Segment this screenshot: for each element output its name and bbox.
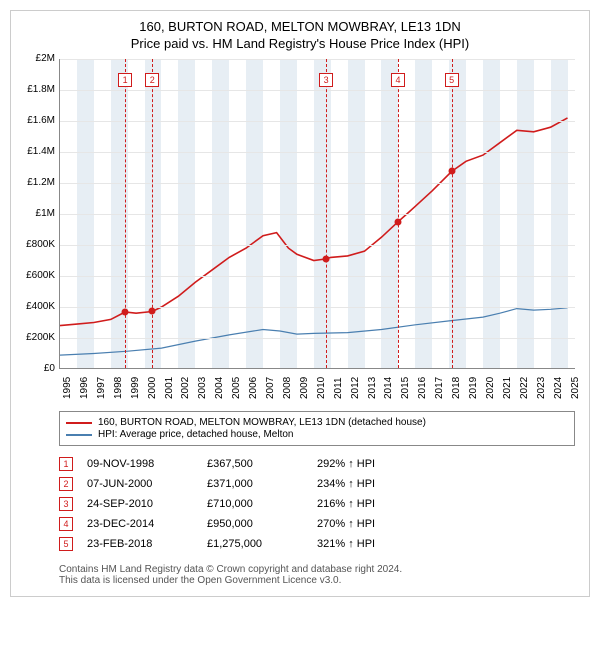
sales-table: 1 09-NOV-1998£367,500292% ↑ HPI 2 07-JUN-20… <box>59 454 575 554</box>
sale-row: 4 23-DEC-2014£950,000270% ↑ HPI <box>59 514 575 534</box>
sale-date: 24-SEP-2010 <box>87 498 207 510</box>
x-tick-label: 2015 <box>400 377 411 399</box>
x-tick-label: 2011 <box>333 377 344 399</box>
sale-date: 23-FEB-2018 <box>87 538 207 550</box>
plot-area: 12 3 4 5 <box>59 59 575 369</box>
legend: 160, BURTON ROAD, MELTON MOWBRAY, LE13 1… <box>59 411 575 446</box>
sale-index: 5 <box>59 537 73 551</box>
sale-price: £950,000 <box>207 518 317 530</box>
footer-line: This data is licensed under the Open Gov… <box>59 575 575 586</box>
sale-date: 23-DEC-2014 <box>87 518 207 530</box>
y-tick-label: £1.8M <box>21 84 55 95</box>
x-tick-label: 2025 <box>570 377 581 399</box>
footer-line: Contains HM Land Registry data © Crown c… <box>59 564 575 575</box>
x-tick-label: 2010 <box>316 377 327 399</box>
sale-index: 1 <box>59 457 73 471</box>
y-tick-label: £2M <box>21 53 55 64</box>
x-tick-label: 2006 <box>248 377 259 399</box>
sale-marker-box: 4 <box>391 73 405 87</box>
x-tick-label: 1997 <box>96 377 107 399</box>
sale-date: 09-NOV-1998 <box>87 458 207 470</box>
sale-marker-dot <box>122 309 129 316</box>
sale-marker-dot <box>448 168 455 175</box>
sale-index: 3 <box>59 497 73 511</box>
sale-marker-box: 5 <box>445 73 459 87</box>
x-tick-label: 2012 <box>350 377 361 399</box>
x-tick-label: 1995 <box>62 377 73 399</box>
x-tick-label: 2009 <box>299 377 310 399</box>
series-line-property <box>60 118 568 326</box>
x-tick-label: 2016 <box>417 377 428 399</box>
sale-row: 5 23-FEB-2018£1,275,000321% ↑ HPI <box>59 534 575 554</box>
sale-row: 2 07-JUN-2000£371,000234% ↑ HPI <box>59 474 575 494</box>
chart-title: 160, BURTON ROAD, MELTON MOWBRAY, LE13 1… <box>21 19 579 34</box>
y-tick-label: £0 <box>21 363 55 374</box>
sale-hpi: 321% ↑ HPI <box>317 538 375 550</box>
legend-label: 160, BURTON ROAD, MELTON MOWBRAY, LE13 1… <box>98 417 426 428</box>
x-tick-label: 2019 <box>468 377 479 399</box>
y-tick-label: £200K <box>21 332 55 343</box>
sale-marker-box: 2 <box>145 73 159 87</box>
sale-row: 1 09-NOV-1998£367,500292% ↑ HPI <box>59 454 575 474</box>
chart-area: £0 £200K £400K £600K £800K £1M £1.2M £1.4M £1.6M… <box>21 59 579 403</box>
legend-item: HPI: Average price, detached house, Melt… <box>66 429 568 440</box>
x-tick-label: 2017 <box>434 377 445 399</box>
legend-swatch <box>66 434 92 436</box>
series-line-hpi <box>60 308 568 355</box>
x-tick-label: 2024 <box>553 377 564 399</box>
y-tick-label: £400K <box>21 301 55 312</box>
sale-price: £371,000 <box>207 478 317 490</box>
x-tick-label: 2000 <box>147 377 158 399</box>
x-tick-label: 2022 <box>519 377 530 399</box>
x-tick-label: 2018 <box>451 377 462 399</box>
y-tick-label: £600K <box>21 270 55 281</box>
x-tick-label: 2023 <box>536 377 547 399</box>
sale-marker-box: 3 <box>319 73 333 87</box>
sale-price: £1,275,000 <box>207 538 317 550</box>
sale-marker-dot <box>395 218 402 225</box>
y-tick-label: £1.4M <box>21 146 55 157</box>
sale-marker-dot <box>323 255 330 262</box>
sale-date: 07-JUN-2000 <box>87 478 207 490</box>
legend-swatch <box>66 422 92 424</box>
x-tick-label: 1998 <box>113 377 124 399</box>
sale-hpi: 216% ↑ HPI <box>317 498 375 510</box>
x-axis-labels: 1995 1996 1997 1998 1999 2000 2001 2002 2003 2004… <box>59 369 575 403</box>
legend-label: HPI: Average price, detached house, Melt… <box>98 429 294 440</box>
sale-marker-dot <box>149 308 156 315</box>
sale-marker-box: 1 <box>118 73 132 87</box>
sale-hpi: 234% ↑ HPI <box>317 478 375 490</box>
sale-price: £367,500 <box>207 458 317 470</box>
sale-index: 4 <box>59 517 73 531</box>
sale-hpi: 270% ↑ HPI <box>317 518 375 530</box>
x-tick-label: 1999 <box>130 377 141 399</box>
x-tick-label: 2003 <box>197 377 208 399</box>
x-tick-label: 2008 <box>282 377 293 399</box>
legend-item: 160, BURTON ROAD, MELTON MOWBRAY, LE13 1… <box>66 417 568 428</box>
sale-index: 2 <box>59 477 73 491</box>
y-tick-label: £800K <box>21 239 55 250</box>
footer: Contains HM Land Registry data © Crown c… <box>59 564 575 586</box>
chart-container: 160, BURTON ROAD, MELTON MOWBRAY, LE13 1… <box>10 10 590 597</box>
x-tick-label: 2007 <box>265 377 276 399</box>
x-tick-label: 2021 <box>502 377 513 399</box>
x-tick-label: 2005 <box>231 377 242 399</box>
x-tick-label: 2014 <box>383 377 394 399</box>
y-tick-label: £1.2M <box>21 177 55 188</box>
chart-subtitle: Price paid vs. HM Land Registry's House … <box>21 36 579 51</box>
y-tick-label: £1.6M <box>21 115 55 126</box>
x-tick-label: 2020 <box>485 377 496 399</box>
x-tick-label: 2013 <box>367 377 378 399</box>
y-tick-label: £1M <box>21 208 55 219</box>
sale-row: 3 24-SEP-2010£710,000216% ↑ HPI <box>59 494 575 514</box>
x-tick-label: 2004 <box>214 377 225 399</box>
x-tick-label: 1996 <box>79 377 90 399</box>
sale-price: £710,000 <box>207 498 317 510</box>
sale-hpi: 292% ↑ HPI <box>317 458 375 470</box>
x-tick-label: 2002 <box>180 377 191 399</box>
x-tick-label: 2001 <box>164 377 175 399</box>
